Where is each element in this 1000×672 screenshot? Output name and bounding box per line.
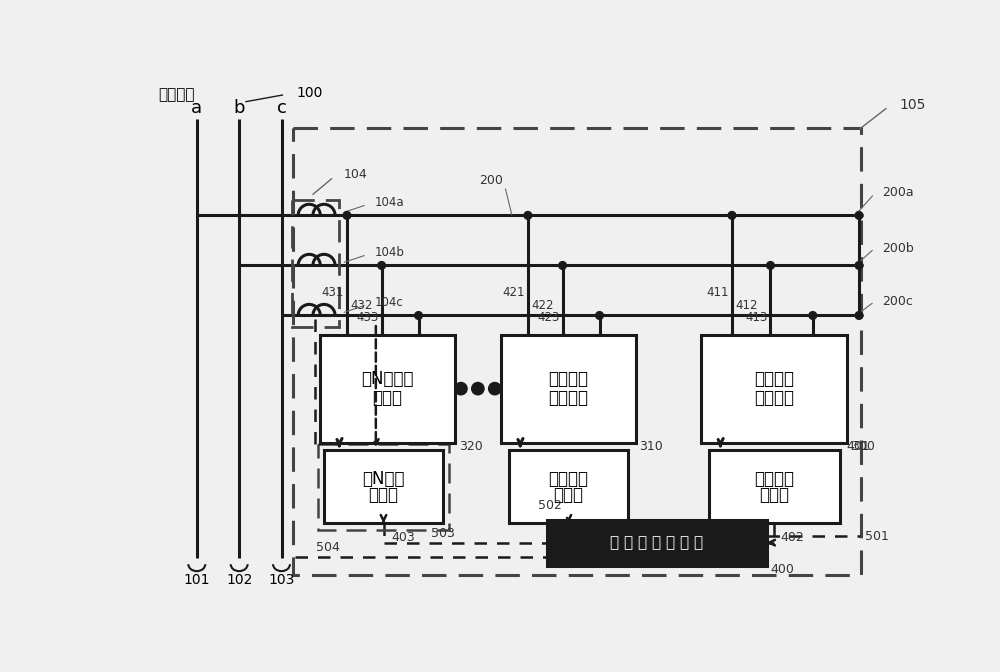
Text: 401: 401 [846,440,870,453]
Text: 第N飞轮储: 第N飞轮储 [361,370,414,388]
Bar [509,450,628,523]
Text: 501: 501 [865,530,889,543]
Circle shape [415,312,422,319]
Text: a: a [191,99,202,116]
Text: 403: 403 [391,531,415,544]
Text: 能单元: 能单元 [372,389,402,407]
Text: b: b [233,99,245,116]
Text: 200a: 200a [882,185,914,199]
Text: 402: 402 [780,531,804,544]
Text: 控制器: 控制器 [369,485,399,503]
Circle shape [596,312,603,319]
Text: 飞 轮 阵 列 控 制 器: 飞 轮 阵 列 控 制 器 [610,535,703,550]
Circle shape [489,382,501,395]
Circle shape [728,212,736,219]
Bar [320,335,455,443]
Text: 200b: 200b [882,242,914,255]
Text: 504: 504 [316,541,340,554]
Text: 411: 411 [706,286,729,299]
Text: 421: 421 [502,286,525,299]
Text: 432: 432 [350,299,372,312]
Text: 502: 502 [538,499,562,512]
Text: 320: 320 [459,440,482,453]
Circle shape [855,261,863,269]
Text: 104c: 104c [375,296,403,309]
Text: 310: 310 [640,440,663,453]
Bar [292,200,339,327]
Bar [318,444,449,530]
Text: 412: 412 [735,299,758,312]
Bar [501,335,636,443]
Text: 423: 423 [537,311,559,325]
Text: 控制器: 控制器 [553,485,583,503]
Bar [701,335,847,443]
Circle shape [809,312,817,319]
Text: 200c: 200c [882,295,913,308]
Bar [324,450,443,523]
Text: 储能单元: 储能单元 [754,389,794,407]
Text: 433: 433 [356,311,379,325]
Text: 第一飞轮: 第一飞轮 [754,370,794,388]
Text: 第一单元: 第一单元 [754,470,794,488]
Text: 101: 101 [184,573,210,587]
Text: 第N单元: 第N单元 [362,470,405,488]
Circle shape [524,212,532,219]
Bar [293,128,861,575]
Text: 交流电网: 交流电网 [158,87,195,102]
Circle shape [559,261,566,269]
Bar [709,450,840,523]
Circle shape [767,261,774,269]
Text: 422: 422 [531,299,553,312]
Text: 104b: 104b [375,246,405,259]
Text: 413: 413 [745,311,767,325]
Text: 储能单元: 储能单元 [548,389,588,407]
Circle shape [855,312,863,319]
Text: 503: 503 [431,527,455,540]
Text: 103: 103 [268,573,295,587]
Text: 105: 105 [900,98,926,112]
Circle shape [455,382,467,395]
Text: 200: 200 [479,174,503,187]
Text: 300: 300 [851,440,875,453]
Circle shape [378,261,385,269]
Text: 控制器: 控制器 [759,485,789,503]
Circle shape [343,212,351,219]
Circle shape [855,212,863,219]
Circle shape [472,382,484,395]
Text: 104: 104 [344,168,368,181]
Bar [547,519,767,566]
Text: c: c [277,99,286,116]
Text: 102: 102 [226,573,252,587]
Text: 431: 431 [321,286,344,299]
Text: 第二飞轮: 第二飞轮 [548,370,588,388]
Text: 100: 100 [297,86,323,100]
Text: 400: 400 [770,563,794,576]
Text: 第二单元: 第二单元 [548,470,588,488]
Text: 104a: 104a [375,196,404,209]
